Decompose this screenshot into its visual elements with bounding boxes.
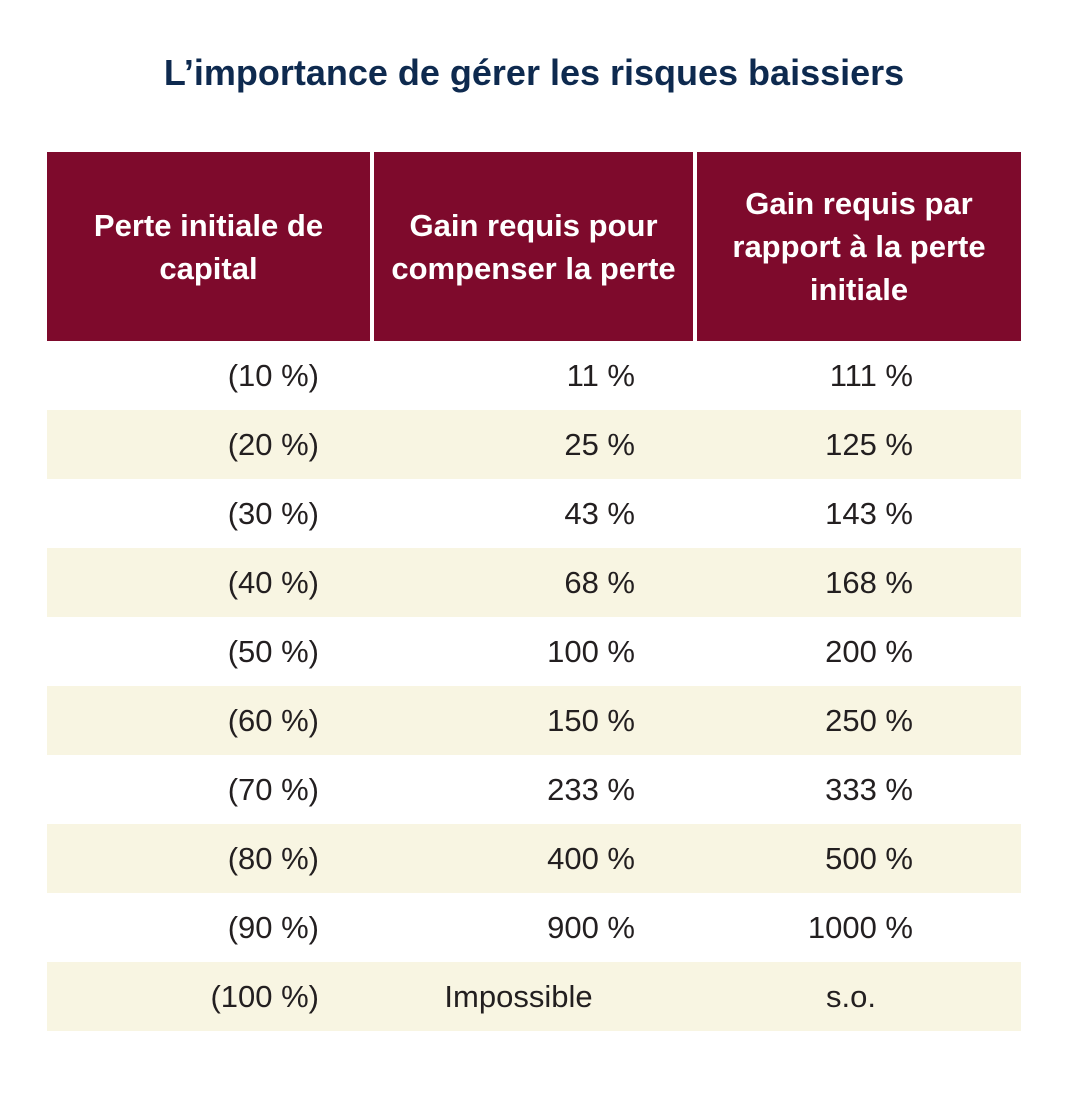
- table-body: (10 %) 11 % 111 % (20 %) 25 % 125 % (30 …: [47, 341, 1021, 1031]
- column-header-initial-loss: Perte initiale de capital: [47, 152, 372, 341]
- initial-loss-cell: (90 %): [227, 909, 319, 945]
- initial-loss-cell: (10 %): [227, 357, 319, 393]
- table-row: (60 %) 150 % 250 %: [47, 686, 1021, 755]
- gain-required-cell: 68 %: [372, 548, 695, 617]
- gain-vs-initial-cell: s.o.: [695, 962, 1021, 1031]
- table-row: (70 %) 233 % 333 %: [47, 755, 1021, 824]
- gain-required-cell: 400 %: [372, 824, 695, 893]
- gain-required-cell: 43 %: [564, 495, 635, 531]
- gain-vs-initial-cell: 1000 %: [807, 909, 913, 945]
- initial-loss-cell: (70 %): [227, 771, 319, 807]
- initial-loss-cell: (80 %): [47, 824, 372, 893]
- table-row: (30 %) 43 % 143 %: [47, 479, 1021, 548]
- table-row: (40 %) 68 % 168 %: [47, 548, 1021, 617]
- chart-title: L’importance de gérer les risques baissi…: [163, 52, 905, 93]
- initial-loss-cell: (40 %): [47, 548, 372, 617]
- gain-required-cell: 11 %: [566, 357, 635, 393]
- gain-vs-initial-cell: 500 %: [695, 824, 1021, 893]
- gain-vs-initial-cell: 250 %: [695, 686, 1021, 755]
- table-row: (50 %) 100 % 200 %: [47, 617, 1021, 686]
- table-row: (20 %) 25 % 125 %: [47, 410, 1021, 479]
- gain-vs-initial-cell: 143 %: [825, 495, 913, 531]
- initial-loss-cell: (100 %): [47, 962, 372, 1031]
- header-row: Perte initiale de capital Gain requis po…: [47, 152, 1021, 341]
- gain-required-cell: Impossible: [372, 962, 695, 1031]
- gain-required-cell: 150 %: [372, 686, 695, 755]
- table-row: (10 %) 11 % 111 %: [47, 341, 1021, 410]
- gain-required-cell: 233 %: [547, 771, 635, 807]
- gain-required-cell: 100 %: [547, 633, 635, 669]
- gain-vs-initial-cell: 111 %: [829, 357, 913, 393]
- table-row: (90 %) 900 % 1000 %: [47, 893, 1021, 962]
- column-header-gain-required: Gain requis pour compenser la perte: [370, 152, 695, 341]
- initial-loss-cell: (30 %): [227, 495, 319, 531]
- initial-loss-cell: (20 %): [47, 410, 372, 479]
- initial-loss-cell: (50 %): [227, 633, 319, 669]
- gain-vs-initial-cell: 168 %: [695, 548, 1021, 617]
- table-row: (80 %) 400 % 500 %: [47, 824, 1021, 893]
- table-row: (100 %) Impossible s.o.: [47, 962, 1021, 1031]
- table-header: Perte initiale de capital Gain requis po…: [47, 152, 1021, 341]
- gain-vs-initial-cell: 333 %: [825, 771, 913, 807]
- gain-vs-initial-cell: 200 %: [825, 633, 913, 669]
- risk-table: Perte initiale de capital Gain requis po…: [47, 152, 1021, 1031]
- gain-required-cell: 900 %: [547, 909, 635, 945]
- gain-vs-initial-cell: 125 %: [695, 410, 1021, 479]
- column-header-gain-vs-initial: Gain requis par rapport à la perte initi…: [693, 152, 1021, 341]
- initial-loss-cell: (60 %): [47, 686, 372, 755]
- gain-required-cell: 25 %: [372, 410, 695, 479]
